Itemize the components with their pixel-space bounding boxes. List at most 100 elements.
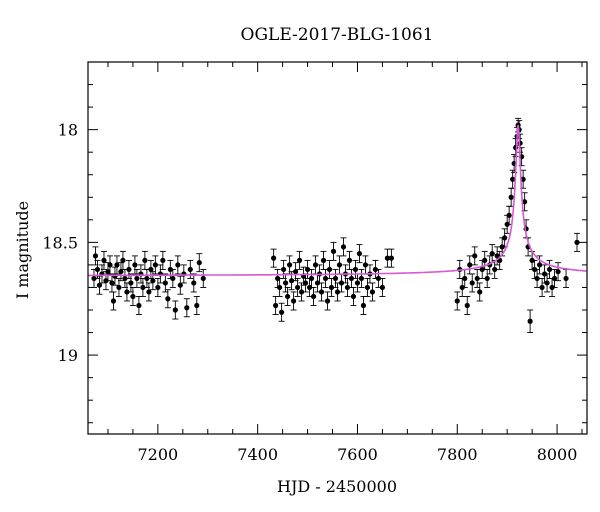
point-marker bbox=[94, 266, 101, 273]
data-point bbox=[328, 277, 335, 297]
data-point bbox=[190, 273, 197, 293]
x-tick-label: 7600 bbox=[337, 445, 378, 464]
point-marker bbox=[388, 255, 394, 261]
point-marker bbox=[124, 289, 130, 295]
data-point bbox=[115, 277, 122, 297]
point-marker bbox=[508, 194, 514, 200]
data-point bbox=[90, 268, 97, 288]
data-point bbox=[98, 264, 105, 284]
data-point bbox=[152, 255, 159, 275]
point-marker bbox=[184, 305, 190, 311]
point-marker bbox=[362, 262, 369, 268]
data-point bbox=[350, 287, 357, 306]
data-point bbox=[334, 282, 341, 302]
point-marker bbox=[346, 257, 353, 263]
data-point bbox=[286, 255, 293, 275]
data-point bbox=[133, 268, 140, 288]
point-marker bbox=[290, 298, 297, 304]
data-point bbox=[330, 241, 337, 261]
data-point bbox=[501, 228, 508, 248]
data-point bbox=[481, 250, 488, 270]
data-point bbox=[544, 273, 551, 293]
point-marker bbox=[482, 257, 488, 263]
data-point bbox=[346, 250, 353, 270]
data-point bbox=[360, 296, 367, 315]
data-point bbox=[131, 255, 138, 275]
point-marker bbox=[340, 244, 347, 250]
data-point bbox=[294, 277, 301, 297]
point-marker bbox=[304, 266, 311, 273]
point-marker bbox=[136, 302, 142, 309]
point-marker bbox=[101, 257, 107, 263]
point-marker bbox=[350, 293, 357, 300]
point-marker bbox=[200, 275, 206, 282]
axis-ticks bbox=[88, 61, 587, 434]
data-point bbox=[172, 300, 179, 320]
point-marker bbox=[379, 284, 386, 291]
data-point bbox=[169, 268, 176, 288]
x-axis-label: HJD - 2450000 bbox=[277, 477, 397, 496]
data-point bbox=[551, 268, 558, 288]
data-point bbox=[336, 255, 343, 275]
point-marker bbox=[336, 262, 343, 268]
data-point bbox=[388, 248, 395, 268]
data-point bbox=[162, 273, 169, 293]
y-tick-label: 18 bbox=[58, 121, 78, 140]
point-marker bbox=[191, 280, 197, 286]
point-marker bbox=[162, 280, 168, 286]
point-marker bbox=[298, 289, 305, 295]
data-point bbox=[322, 268, 329, 288]
data-point bbox=[200, 268, 207, 288]
data-point bbox=[344, 277, 351, 297]
data-point bbox=[117, 262, 124, 282]
point-marker bbox=[472, 253, 478, 259]
point-marker bbox=[170, 275, 176, 282]
point-marker bbox=[492, 266, 498, 273]
data-point bbox=[332, 268, 339, 288]
data-point bbox=[340, 237, 347, 257]
point-marker bbox=[358, 275, 365, 282]
data-point bbox=[292, 262, 299, 282]
data-point bbox=[290, 291, 297, 311]
point-marker bbox=[134, 275, 140, 282]
tick-labels: 7200 7400 7600 7800 8000 18 18.5 19 bbox=[42, 121, 577, 464]
data-point bbox=[284, 287, 291, 306]
point-marker bbox=[308, 275, 315, 282]
point-marker bbox=[464, 302, 470, 309]
point-marker bbox=[302, 280, 309, 286]
point-marker bbox=[527, 318, 533, 324]
point-marker bbox=[96, 282, 103, 288]
point-marker bbox=[271, 255, 277, 261]
point-marker bbox=[283, 280, 289, 286]
data-point bbox=[555, 262, 562, 282]
data-point bbox=[310, 287, 317, 306]
data-point bbox=[272, 296, 279, 315]
point-marker bbox=[536, 262, 543, 268]
data-point bbox=[183, 298, 190, 318]
data-point bbox=[574, 232, 581, 252]
point-marker bbox=[474, 275, 480, 282]
point-marker bbox=[352, 266, 359, 273]
data-point bbox=[135, 296, 142, 315]
point-marker bbox=[277, 284, 283, 291]
point-marker bbox=[92, 253, 99, 259]
y-tick-label: 18.5 bbox=[42, 233, 78, 252]
point-marker bbox=[344, 284, 351, 291]
data-point bbox=[159, 250, 166, 270]
point-marker bbox=[152, 262, 158, 268]
point-marker bbox=[520, 176, 526, 182]
point-marker bbox=[318, 289, 325, 295]
point-marker bbox=[328, 284, 335, 291]
data-point bbox=[324, 291, 331, 311]
point-marker bbox=[132, 262, 138, 268]
data-point bbox=[110, 291, 117, 311]
point-marker bbox=[462, 275, 468, 282]
point-marker bbox=[544, 280, 550, 286]
point-marker bbox=[332, 275, 339, 282]
data-point bbox=[379, 277, 386, 297]
point-marker bbox=[177, 282, 183, 288]
data-point bbox=[454, 291, 461, 311]
data-point bbox=[154, 277, 161, 297]
point-marker bbox=[91, 275, 97, 282]
model-curve bbox=[88, 124, 588, 277]
